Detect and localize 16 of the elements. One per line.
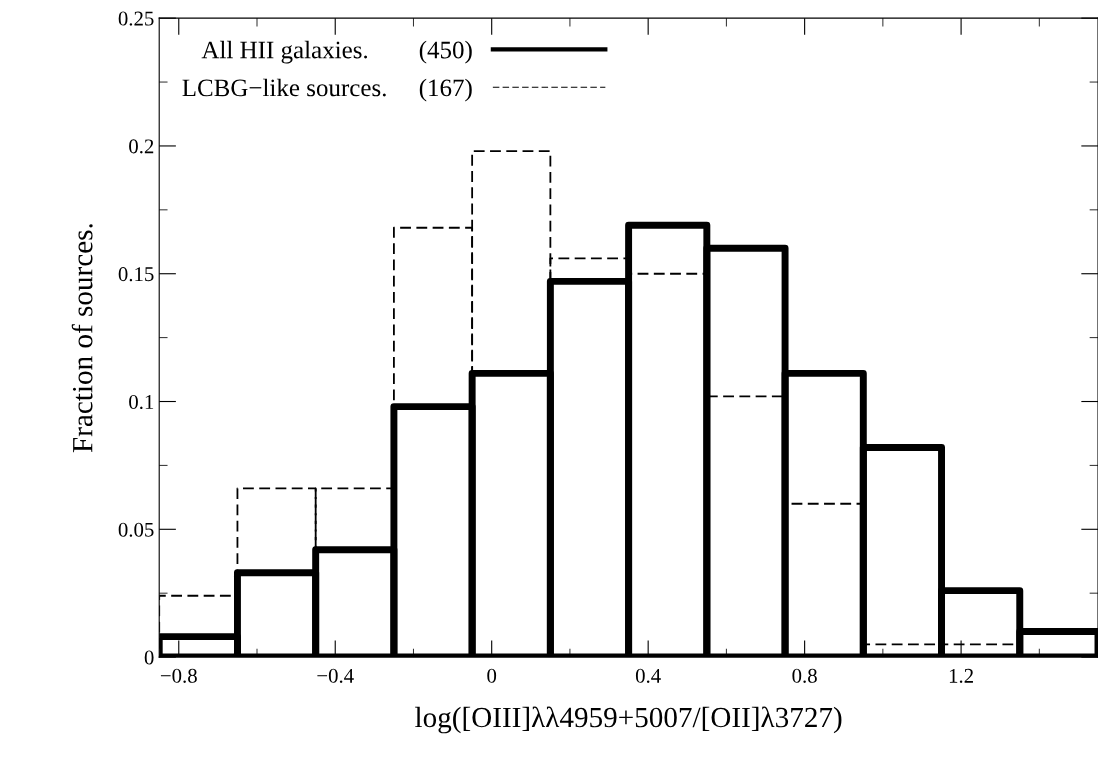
x-tick-label: 0.8 xyxy=(792,668,817,683)
x-tick-label: 1.2 xyxy=(949,668,973,683)
legend-label: LCBG−like sources. (167) xyxy=(182,78,472,102)
x-tick-label: 0.4 xyxy=(635,668,661,683)
y-tick-label: 0.15 xyxy=(118,267,154,282)
y-axis-title: Fraction of sources. xyxy=(71,224,93,453)
y-tick-label: 0.05 xyxy=(118,522,154,537)
y-tick-label: 0.1 xyxy=(129,394,154,410)
y-tick-label: 0 xyxy=(144,650,154,665)
y-tick-label: 0.2 xyxy=(129,139,154,154)
x-tick-label: −0.8 xyxy=(160,668,197,683)
x-tick-label: −0.4 xyxy=(317,668,354,683)
x-axis-title: log([OIII]λλ4959+5007/[OII]λ3727) xyxy=(415,706,842,734)
y-tick-label: 0.25 xyxy=(118,11,154,26)
x-tick-label: 0 xyxy=(487,668,497,683)
legend-label: All HII galaxies. (450) xyxy=(201,40,472,64)
